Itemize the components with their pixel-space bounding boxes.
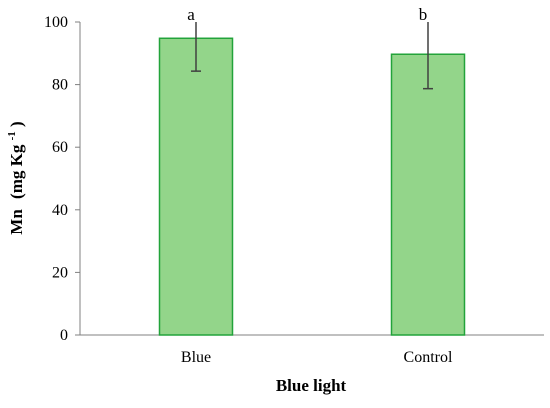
y-axis-title-unit: (mg Kg (7, 144, 26, 199)
x-tick-label: Blue (181, 349, 211, 366)
y-tick-label: 80 (52, 77, 68, 94)
x-axis-title: Blue light (276, 376, 347, 395)
y-tick-label: 60 (52, 139, 68, 156)
y-axis-title: Mn (mg Kg -1 ) (0, 121, 26, 234)
significance-label: a (187, 5, 195, 24)
significance-label: b (419, 5, 428, 24)
y-axis-title-superscript: -1 (6, 131, 18, 140)
y-axis-title-main: Mn (7, 209, 26, 235)
y-axis-title-close: ) (7, 121, 26, 127)
axes (75, 21, 544, 336)
y-tick-label: 20 (52, 264, 68, 281)
labels: 0 20 40 60 80 100 a Blue b Control (44, 5, 453, 366)
x-tick-label: Control (404, 349, 453, 366)
bar (390, 53, 466, 336)
bars (158, 22, 466, 336)
y-tick-label: 100 (44, 14, 68, 31)
y-tick-label: 0 (60, 327, 68, 344)
y-tick-label: 40 (52, 202, 68, 219)
bar (158, 37, 234, 336)
